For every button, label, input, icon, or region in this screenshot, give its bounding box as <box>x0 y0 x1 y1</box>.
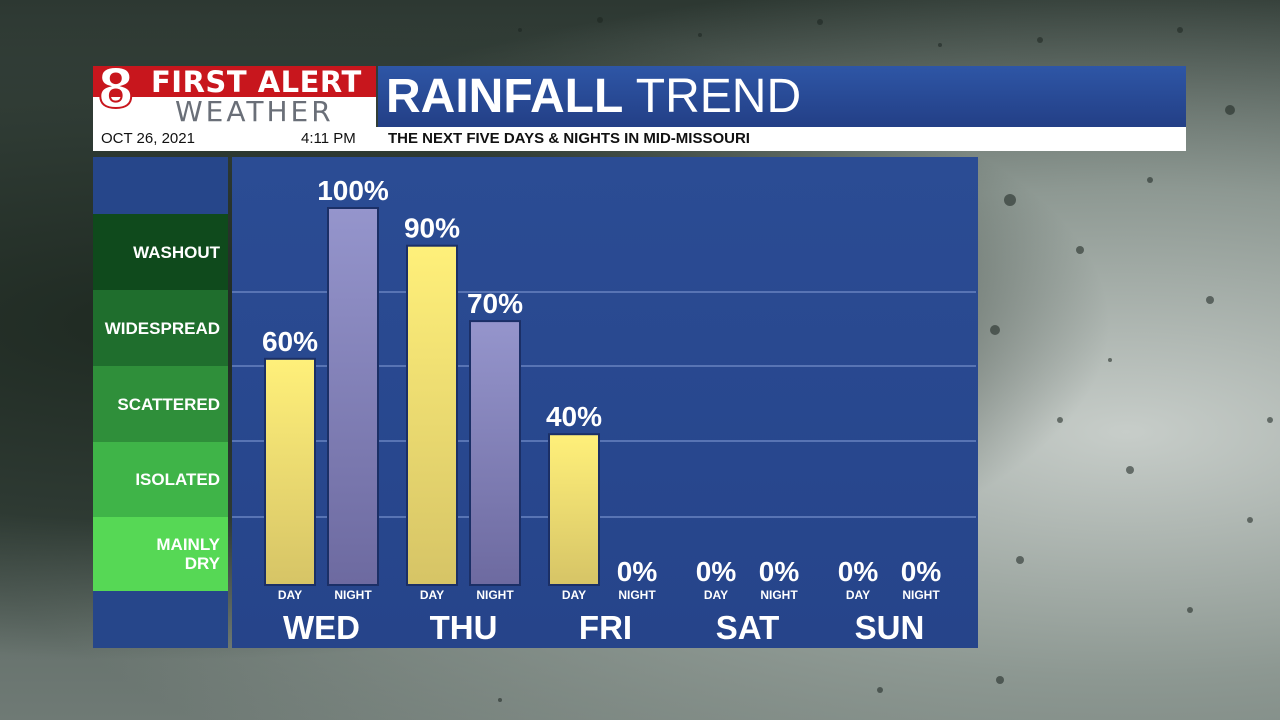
legend-isolated: ISOLATED <box>93 442 228 517</box>
title-bar: RAINFALL TREND <box>378 66 1186 127</box>
subtitle-text: THE NEXT FIVE DAYS & NIGHTS IN MID-MISSO… <box>388 130 750 147</box>
time-text: 4:11 PM <box>301 130 356 147</box>
coverage-legend: WASHOUT WIDESPREAD SCATTERED ISOLATED MA… <box>93 157 228 648</box>
day-label-wed: WED <box>283 609 360 646</box>
period-label: DAY <box>562 588 586 602</box>
value-label: 100% <box>317 175 389 206</box>
info-bar: OCT 26, 2021 4:11 PM THE NEXT FIVE DAYS … <box>93 127 1186 151</box>
period-label: NIGHT <box>618 588 656 602</box>
period-label: DAY <box>278 588 302 602</box>
night-bar-wed <box>327 207 379 586</box>
title-light: TREND <box>635 70 802 123</box>
logo-first-alert: FIRST ALERT <box>151 66 362 99</box>
rainfall-bar-chart: 60% DAY 100% NIGHT WED 90% DAY 70% NIGHT THU 40% DA… <box>232 175 976 646</box>
page-title: RAINFALL TREND <box>386 70 801 124</box>
day-bar-fri <box>548 433 600 587</box>
day-bar-wed <box>264 357 316 586</box>
legend-mainly-dry: MAINLY DRY <box>93 517 228 591</box>
day-label-sat: SAT <box>716 609 780 646</box>
value-label: 0% <box>901 556 942 587</box>
legend-washout: WASHOUT <box>93 214 228 290</box>
period-label: NIGHT <box>760 588 798 602</box>
value-label: 60% <box>262 326 318 357</box>
logo-number: 8 <box>96 66 136 120</box>
day-label-thu: THU <box>430 609 498 646</box>
value-label: 0% <box>696 556 737 587</box>
value-label: 70% <box>467 288 523 319</box>
value-label: 90% <box>404 213 460 244</box>
period-label: DAY <box>846 588 870 602</box>
period-label: NIGHT <box>334 588 372 602</box>
period-label: NIGHT <box>902 588 940 602</box>
chart-panel: 60% DAY 100% NIGHT WED 90% DAY 70% NIGHT THU 40% DA… <box>232 157 978 648</box>
date-text: OCT 26, 2021 <box>101 130 195 147</box>
value-label: 40% <box>546 401 602 432</box>
period-label: DAY <box>420 588 444 602</box>
period-label: NIGHT <box>476 588 514 602</box>
station-logo: 8 FIRST ALERT WEATHER <box>93 66 376 127</box>
logo-red-band <box>93 66 376 97</box>
day-label-sun: SUN <box>855 609 925 646</box>
value-label: 0% <box>759 556 800 587</box>
value-label: 0% <box>838 556 879 587</box>
night-bar-thu <box>469 320 521 586</box>
logo-weather: WEATHER <box>175 95 334 127</box>
period-label: DAY <box>704 588 728 602</box>
legend-widespread: WIDESPREAD <box>93 290 228 366</box>
legend-scattered: SCATTERED <box>93 366 228 442</box>
title-bold: RAINFALL <box>386 70 624 123</box>
day-bar-thu <box>406 244 458 586</box>
day-label-fri: FRI <box>579 609 632 646</box>
value-label: 0% <box>617 556 658 587</box>
